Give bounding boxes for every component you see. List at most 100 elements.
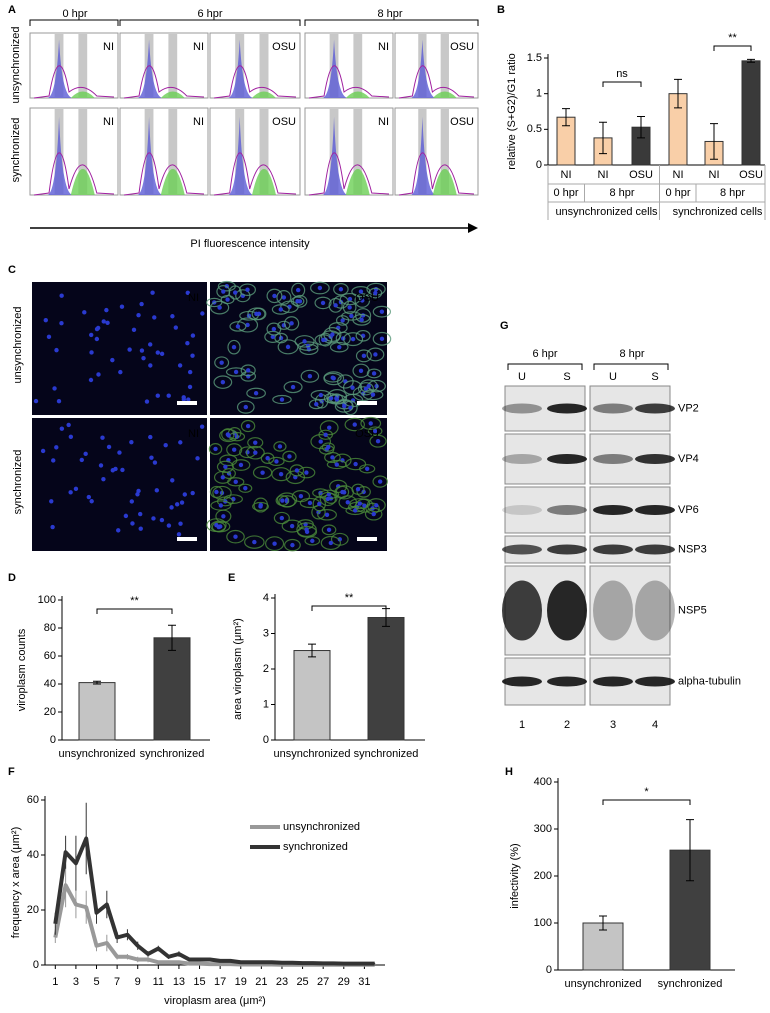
fit-curve	[33, 152, 115, 196]
y-tick-label: 400	[534, 776, 552, 788]
cell	[214, 356, 230, 370]
nucleus	[326, 444, 331, 450]
nucleus	[94, 336, 100, 342]
nucleus	[43, 317, 48, 323]
x-tick-label: NI	[673, 169, 684, 181]
y-tick-label: 0	[536, 159, 542, 171]
timepoint-header: 8 hpr	[377, 8, 402, 20]
nucleus	[73, 486, 79, 492]
band	[593, 403, 633, 414]
error-bar	[308, 643, 316, 658]
cell	[343, 332, 364, 347]
cell	[266, 322, 282, 336]
nucleus	[295, 299, 300, 304]
cell	[342, 300, 357, 315]
lane-number: 1	[519, 719, 525, 731]
nucleus	[289, 321, 294, 326]
y-tick-label: 0	[546, 964, 552, 976]
cell	[324, 451, 341, 463]
nucleus	[178, 440, 183, 445]
y-tick-label: 40	[44, 678, 56, 690]
gate-g2	[168, 109, 178, 194]
panel-label: E	[228, 572, 235, 584]
nucleus	[199, 424, 205, 429]
x-tick-label: 7	[114, 976, 120, 988]
nucleus	[221, 514, 226, 519]
arrow-head	[468, 223, 478, 233]
nucleus	[151, 516, 156, 521]
y-tick-label: 4	[263, 592, 269, 604]
row-label: unsynchronized	[10, 26, 22, 103]
x-tick-label: unsynchronized	[58, 748, 135, 760]
scale-bar	[177, 401, 197, 405]
g1-peak	[410, 116, 437, 195]
histogram-frame	[29, 32, 119, 99]
panel-label: G	[500, 320, 509, 332]
cell	[314, 334, 333, 346]
x-tick-label: unsynchronized	[564, 978, 641, 990]
nucleus	[187, 369, 193, 375]
y-tick-label: 60	[44, 650, 56, 662]
histogram-frame	[119, 32, 209, 99]
nucleus	[341, 490, 347, 495]
cell	[314, 296, 332, 310]
bar	[582, 922, 624, 971]
band	[547, 505, 587, 515]
cell	[319, 491, 337, 507]
cell	[221, 428, 235, 441]
nucleus	[304, 527, 309, 532]
cell	[339, 292, 361, 306]
nucleus	[185, 290, 190, 296]
nucleus	[148, 363, 153, 368]
cell	[245, 445, 265, 460]
nucleus	[136, 488, 141, 494]
cell	[238, 483, 253, 493]
cell	[283, 380, 303, 394]
nucleus	[245, 368, 251, 373]
y-tick-label: 20	[44, 706, 56, 718]
cell	[206, 297, 223, 308]
nucleus	[318, 439, 323, 444]
fit-curve	[123, 152, 205, 196]
cell	[290, 296, 305, 307]
nucleus	[59, 426, 65, 431]
y-tick-label: 100	[38, 594, 56, 606]
nucleus	[307, 500, 313, 506]
nucleus	[258, 502, 263, 508]
x-tick-label: OSU	[629, 169, 653, 181]
cell	[369, 434, 387, 448]
significance-label: **	[130, 595, 139, 607]
nucleus	[89, 499, 94, 504]
g2-peak	[70, 168, 95, 195]
nucleus	[318, 392, 324, 398]
nucleus	[66, 422, 71, 428]
cell	[247, 437, 264, 449]
cell	[212, 485, 232, 501]
nucleus	[104, 307, 109, 313]
nucleus	[326, 527, 332, 533]
cell	[276, 492, 298, 508]
condition-label: NI	[188, 428, 199, 440]
nucleus	[59, 293, 64, 298]
nucleus	[304, 470, 309, 475]
gate-g2	[353, 34, 363, 97]
histogram-frame	[394, 32, 479, 99]
g2-peak	[70, 91, 95, 98]
g2-peak	[252, 168, 276, 195]
cell	[273, 441, 287, 452]
nucleus	[118, 369, 123, 375]
nucleus	[51, 458, 56, 463]
cell	[364, 507, 383, 521]
nucleus	[185, 341, 190, 346]
nucleus	[221, 289, 226, 294]
nucleus	[214, 522, 219, 528]
condition-label: NI	[378, 116, 389, 128]
x-tick-label: NI	[561, 169, 572, 181]
cell	[219, 428, 239, 443]
cell	[277, 320, 291, 330]
cell	[265, 536, 285, 552]
error-bar	[710, 123, 718, 160]
cell	[253, 497, 269, 513]
nucleus	[56, 399, 62, 404]
nucleus	[213, 446, 218, 452]
